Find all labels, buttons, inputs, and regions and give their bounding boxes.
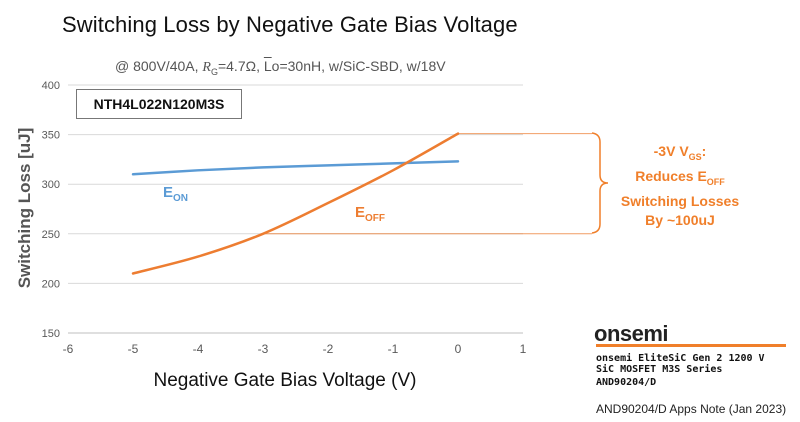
eoff-label-main: E [355, 204, 365, 221]
onsemi-logo: onsemi [594, 321, 669, 346]
y-tick-label: 250 [42, 229, 60, 241]
x-tick-label: 1 [520, 342, 527, 356]
chart-title: Switching Loss by Negative Gate Bias Vol… [62, 12, 518, 37]
product-series-line-1: onsemi EliteSiC Gen 2 1200 V [596, 353, 765, 364]
annotation-line-3: Switching Losses [620, 192, 740, 209]
subtitle-part: =4.7Ω, [217, 58, 264, 74]
tick-labels: 150 200 250 300 350 400 -6 -5 -4 -3 -2 -1 0 1 [42, 80, 527, 356]
y-tick-label: 150 [42, 328, 60, 340]
series-line-on [131, 160, 460, 176]
x-tick-label: -4 [193, 342, 204, 356]
x-tick-label: -5 [128, 342, 139, 356]
series-layer [131, 132, 460, 275]
grid-layer [68, 84, 523, 334]
logo-underline [596, 344, 786, 347]
x-tick-label: 0 [455, 342, 462, 356]
annotation-line-2: Reduces EOFF [635, 167, 725, 187]
subtitle-lo: L [263, 58, 272, 74]
chart-subtitle: @ 800V/40A, RG=4.7Ω, Lo=30nH, w/SiC-SBD,… [115, 58, 446, 77]
product-series-line-2: SiC MOSFET M3S Series [596, 364, 723, 375]
x-tick-label: -1 [388, 342, 399, 356]
y-axis-label: Switching Loss [uJ] [15, 128, 34, 289]
annotation-line-4: By ~100uJ [645, 211, 715, 228]
subtitle-rg: R [202, 60, 211, 75]
series-line-off [131, 132, 460, 275]
subtitle-rg-sub: G [210, 66, 218, 77]
x-tick-label: -2 [323, 342, 334, 356]
product-series-title: onsemi EliteSiC Gen 2 1200 V SiC MOSFET … [596, 353, 765, 375]
eon-label-main: E [163, 184, 173, 201]
y-tick-label: 300 [42, 179, 60, 191]
loss-reduction-annotation: -3V VGS: Reduces EOFF Switching Losses B… [615, 142, 745, 230]
y-tick-label: 200 [42, 278, 60, 290]
subtitle-part: o=30nH, w/SiC-SBD, w/18V [271, 58, 446, 74]
device-label-box: NTH4L022N120M3S [76, 89, 242, 119]
x-tick-label: -3 [258, 342, 269, 356]
subtitle-part: @ 800V/40A, [115, 58, 203, 74]
eoff-label-sub: OFF [365, 213, 385, 224]
eon-series-label: EON [163, 184, 188, 204]
y-tick-label: 350 [42, 130, 60, 142]
apps-note-caption: AND90204/D Apps Note (Jan 2023) [596, 402, 787, 416]
eon-label-sub: ON [173, 193, 188, 204]
x-tick-label: -6 [63, 342, 74, 356]
y-tick-label: 400 [42, 80, 60, 92]
annotation-brace [591, 132, 609, 234]
annotation-line-1: -3V VGS: [653, 143, 707, 162]
document-id: AND90204/D [596, 377, 657, 388]
eoff-series-label: EOFF [355, 204, 385, 224]
x-axis-label: Negative Gate Bias Voltage (V) [154, 370, 417, 391]
reference-lines [263, 133, 592, 235]
